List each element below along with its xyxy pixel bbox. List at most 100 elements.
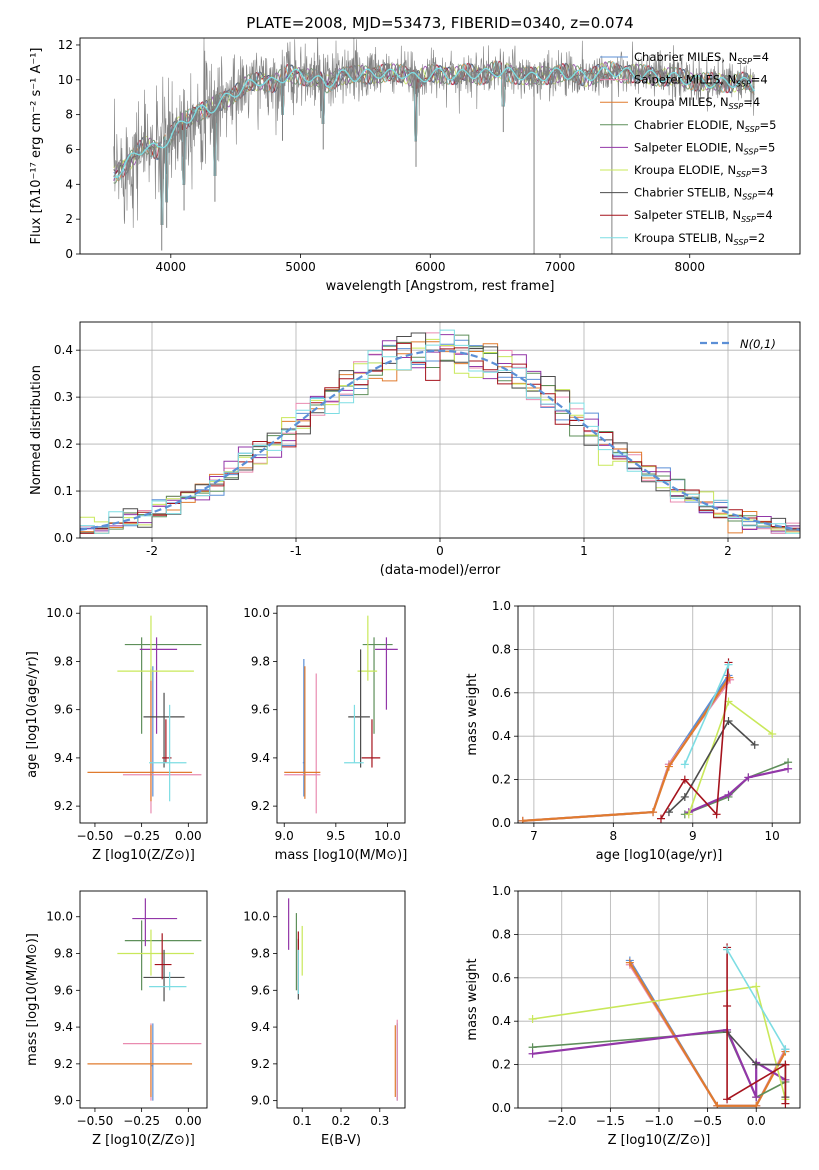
axes-age_vs_mass: 9.0 9.5 10.0 9.2 9.4 9.6 9.8 10.0 mass [log10(M/… xyxy=(243,605,407,863)
legend-entry-subscript: SSP xyxy=(745,125,760,134)
weight-point-marker xyxy=(781,1060,790,1069)
x-axis-label: age [log10(age/yr)] xyxy=(596,848,723,863)
legend-entry: Kroupa ELODIE, NSSP=3 xyxy=(634,163,768,179)
y-tick-label: 9.6 xyxy=(251,983,270,997)
x-tick-label: 10.0 xyxy=(374,829,401,843)
plot-area xyxy=(288,898,398,1101)
y-tick-label: 1.0 xyxy=(492,884,511,898)
weight-point-marker xyxy=(680,775,689,784)
x-axis-label: Z [log10(Z/Z⊙)] xyxy=(608,1133,711,1148)
weight-point-marker xyxy=(723,945,732,954)
y-axis-label: Flux [fλ10⁻¹⁷ erg cm⁻² s⁻¹ A⁻¹] xyxy=(29,48,44,245)
weight-point-marker xyxy=(649,808,658,817)
legend-entry-subscript: SSP xyxy=(736,80,751,89)
x-tick-label: −1.5 xyxy=(596,1114,625,1128)
weight-point-marker xyxy=(752,1101,761,1108)
x-tick-label: 7 xyxy=(530,829,538,843)
legend-entry-count: =4 xyxy=(756,208,773,222)
y-tick-label: 9.4 xyxy=(251,1020,270,1034)
x-tick-label: 9.0 xyxy=(275,829,294,843)
y-axis-label: mass [log10(M/M⊙)] xyxy=(25,933,40,1066)
x-tick-label: −0.25 xyxy=(123,1114,160,1128)
y-tick-label: 9.8 xyxy=(251,947,270,961)
data-spectrum-line xyxy=(113,38,755,228)
weight-series-line xyxy=(726,949,787,1050)
x-tick-label: 0.3 xyxy=(370,1114,389,1128)
y-tick-label: 9.2 xyxy=(54,799,73,813)
weight-point-marker xyxy=(768,730,777,739)
weight-point-marker xyxy=(713,1101,722,1108)
y-tick-label: 9.2 xyxy=(251,799,270,813)
legend-entry-subscript: SSP xyxy=(736,170,751,179)
axes-frame xyxy=(517,605,801,824)
x-tick-label: -1 xyxy=(290,544,302,558)
weight-point-marker xyxy=(781,1045,790,1054)
x-tick-label: −0.5 xyxy=(693,1114,722,1128)
y-tick-label: 9.0 xyxy=(54,1094,73,1108)
axes-mass_vs_EBV: 0.1 0.2 0.3 9.0 9.2 9.4 9.6 9.8 10.0 E(B-V) xyxy=(243,890,406,1148)
weight-point-marker xyxy=(724,717,733,726)
weight-series-line xyxy=(668,719,756,813)
legend-entry: Kroupa STELIB, NSSP=2 xyxy=(634,231,765,247)
y-tick-label: 10.0 xyxy=(243,910,270,924)
legend-entry-subscript: SSP xyxy=(734,238,749,247)
legend-entry-text: Kroupa MILES, N xyxy=(634,95,729,109)
legend-entry-count: =4 xyxy=(743,95,760,109)
grid xyxy=(518,605,800,824)
x-axis-label: wavelength [Angstrom, rest frame] xyxy=(326,279,555,294)
x-tick-label: −2.0 xyxy=(547,1114,576,1128)
axes-frame xyxy=(276,605,406,824)
weight-point-marker xyxy=(625,958,634,967)
y-tick-label: 1.0 xyxy=(492,599,511,613)
y-tick-label: 9.8 xyxy=(54,947,73,961)
x-tick-label: 9 xyxy=(689,829,697,843)
weight-point-marker xyxy=(680,792,689,801)
y-axis-label: age [log10(age/yr)] xyxy=(25,651,40,778)
y-tick-label: 0.6 xyxy=(492,971,511,985)
x-tick-label: 9.5 xyxy=(326,829,345,843)
y-tick-label: 0.8 xyxy=(492,642,511,656)
weight-series-line xyxy=(522,676,731,822)
legend-entry-subscript: SSP xyxy=(729,102,744,111)
y-tick-label: 6 xyxy=(65,142,73,156)
normal-distribution-curve xyxy=(80,349,800,531)
weight-point-marker xyxy=(723,1095,732,1104)
x-axis-label: Z [log10(Z/Z⊙)] xyxy=(92,1133,195,1148)
x-tick-label: 8000 xyxy=(674,260,705,274)
y-axis-label: Normed distribution xyxy=(29,365,44,495)
plot-area xyxy=(87,615,202,814)
y-tick-label: 9.8 xyxy=(54,654,73,668)
weight-point-marker xyxy=(750,740,759,749)
legend-entry: Chabrier STELIB, NSSP=4 xyxy=(634,186,774,202)
y-tick-label: 0.4 xyxy=(54,343,73,357)
y-tick-label: 12 xyxy=(58,38,73,52)
axes-frame xyxy=(79,890,208,1109)
y-tick-label: 0.4 xyxy=(492,1014,511,1028)
weight-point-marker xyxy=(664,762,673,771)
normal-legend-label: N(0,1) xyxy=(740,337,776,351)
y-tick-label: 0.0 xyxy=(54,531,73,545)
x-axis-label: Z [log10(Z/Z⊙)] xyxy=(92,848,195,863)
axes-spectrum: 4000 5000 6000 7000 8000 0 2 4 6 8 10 12 wavelength … xyxy=(29,37,801,294)
x-tick-label: 6000 xyxy=(415,260,446,274)
y-tick-label: 0.3 xyxy=(54,390,73,404)
x-tick-label: 0.00 xyxy=(175,1114,202,1128)
x-axis-label: (data-model)/error xyxy=(380,563,501,578)
y-tick-label: 9.0 xyxy=(251,1094,270,1108)
weight-series-line xyxy=(688,767,789,814)
y-tick-label: 10 xyxy=(58,73,73,87)
legend-entry-count: =2 xyxy=(748,231,765,245)
weight-point-marker xyxy=(528,1015,537,1024)
legend-entry-subscript: SSP xyxy=(737,57,752,66)
weight-series-line xyxy=(684,664,730,765)
plot-layer: 4000 5000 6000 7000 8000024681012wavelength … xyxy=(25,37,801,1148)
legend-entry-count: =4 xyxy=(751,73,768,87)
axes-mass_weight_vs_age: 7 8 9 10 0.0 0.2 0.4 0.6 0.8 1.0 age [log10(age/yr… xyxy=(465,599,801,863)
legend-entry-subscript: SSP xyxy=(744,147,759,156)
y-tick-label: 2 xyxy=(65,212,73,226)
x-tick-label: 8 xyxy=(610,829,618,843)
x-tick-label: -2 xyxy=(146,544,158,558)
y-tick-label: 9.4 xyxy=(54,1020,73,1034)
weight-series-line xyxy=(660,662,730,820)
